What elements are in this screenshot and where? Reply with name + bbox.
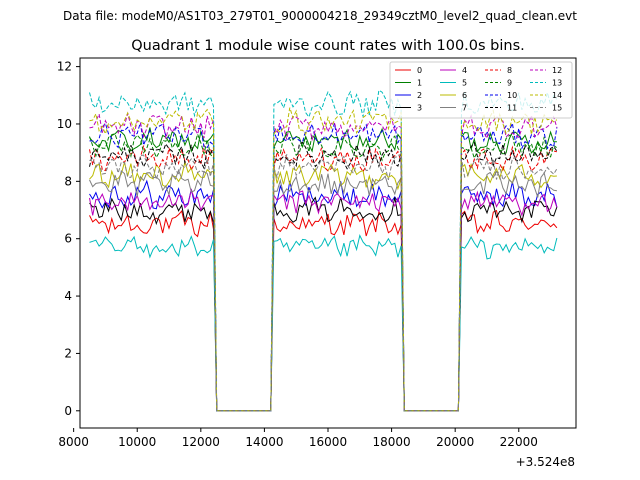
series-line-15	[89, 152, 558, 412]
series-line-3	[89, 196, 558, 412]
x-tick-label: 16000	[309, 435, 347, 449]
x-tick-label: 14000	[245, 435, 283, 449]
legend-box	[389, 61, 573, 119]
legend-label: 9	[507, 79, 512, 88]
y-tick-label: 8	[64, 174, 72, 188]
legend-label: 3	[417, 104, 422, 113]
series-line-0	[89, 209, 558, 412]
legend-label: 14	[552, 91, 562, 100]
series-line-6	[89, 160, 557, 412]
series-line-8	[89, 144, 557, 412]
legend-label: 13	[552, 79, 562, 88]
y-tick-label: 4	[64, 289, 72, 303]
legend-label: 10	[507, 91, 517, 100]
legend-label: 0	[417, 66, 422, 75]
series-layer	[89, 89, 558, 412]
series-line-5	[89, 234, 558, 412]
x-tick-label: 22000	[500, 435, 538, 449]
legend-label: 1	[417, 79, 422, 88]
legend-label: 6	[462, 91, 467, 100]
y-axis: 0 2 4 6 8 10 12	[57, 60, 80, 418]
y-tick-label: 0	[64, 404, 72, 418]
series-line-13	[89, 89, 558, 412]
x-axis: 8000 10000 12000 14000 16000 18000 20000 22000	[58, 428, 538, 449]
x-offset-label: +3.524e8	[516, 455, 575, 469]
legend-label: 8	[507, 66, 512, 75]
legend-label: 2	[417, 91, 422, 100]
x-tick-label: 20000	[436, 435, 474, 449]
series-line-9	[89, 132, 558, 412]
series-line-10	[89, 121, 558, 412]
chart-suptitle: Data file: modeM0/AS1T03_279T01_90000042…	[63, 9, 577, 23]
x-tick-label: 10000	[118, 435, 156, 449]
series-line-11	[89, 141, 558, 412]
series-line-7	[89, 168, 557, 412]
series-line-12	[89, 111, 558, 412]
legend-label: 7	[462, 104, 467, 113]
legend-label: 12	[552, 66, 562, 75]
series-line-4	[89, 188, 558, 412]
y-tick-label: 6	[64, 232, 72, 246]
x-tick-label: 8000	[58, 435, 89, 449]
series-line-2	[89, 179, 558, 412]
y-tick-label: 10	[57, 117, 72, 131]
y-tick-label: 2	[64, 346, 72, 360]
series-line-14	[89, 107, 558, 412]
chart-title: Quadrant 1 module wise count rates with …	[131, 38, 525, 54]
x-tick-label: 12000	[182, 435, 220, 449]
legend-label: 11	[507, 104, 517, 113]
legend-label: 15	[552, 104, 562, 113]
x-tick-label: 18000	[372, 435, 410, 449]
y-tick-label: 12	[57, 60, 72, 74]
legend-label: 4	[462, 66, 467, 75]
legend-label: 5	[462, 79, 467, 88]
